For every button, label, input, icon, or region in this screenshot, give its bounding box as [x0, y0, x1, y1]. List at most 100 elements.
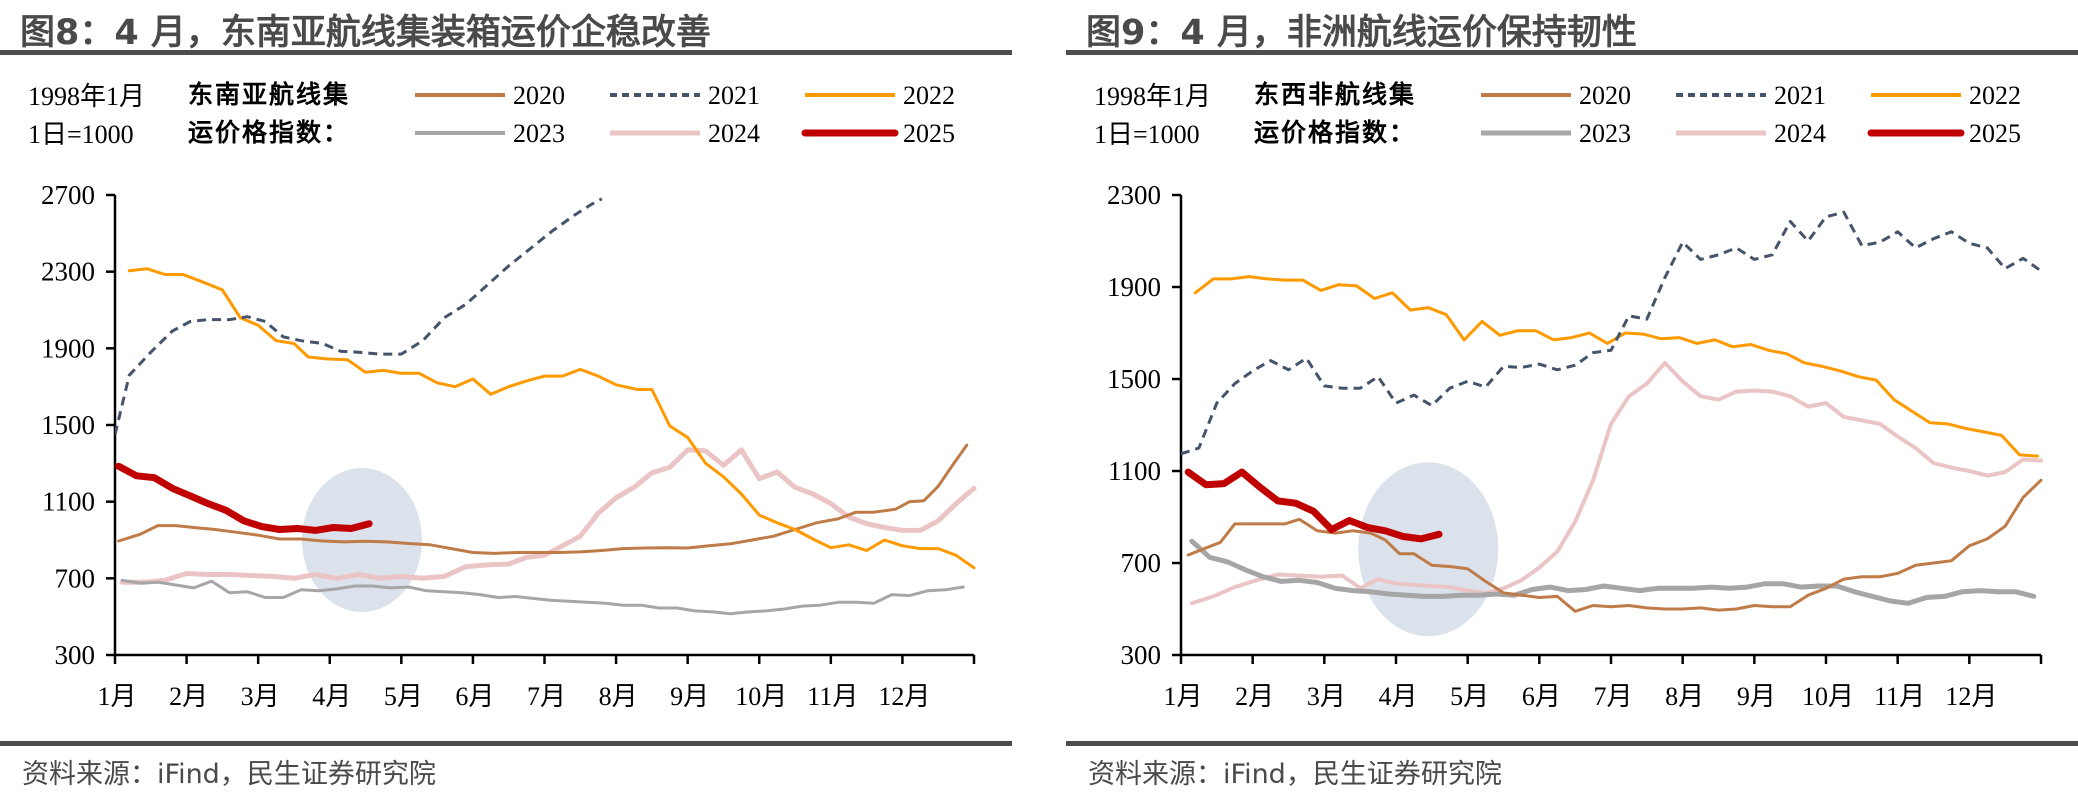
figure-9-panel: 图9：4 月，非洲航线运价保持韧性 1998年1月 1日=1000 东西非航线集 运价…	[1066, 0, 2078, 799]
index-name-text: 运价格指数：	[188, 118, 350, 147]
series-lines	[115, 197, 977, 616]
base-note-text: 1日=1000	[1094, 120, 1200, 149]
y-tick-label: 700	[55, 563, 96, 593]
legend-label-2020: 2020	[513, 81, 565, 110]
footer-rule	[0, 741, 1012, 746]
highlight-ellipse	[1358, 462, 1499, 637]
axes: 300 700 1100 1500 1900 2300 2700 1月 2月 3月 4月 5月 6月 7月…	[41, 180, 976, 711]
source-note: 资料来源：iFind，民生证券研究院	[1088, 759, 1502, 790]
title-rule	[1066, 50, 2078, 55]
figure-8-panel: 图8：4 月，东南亚航线集装箱运价企稳改善 1998年1月 1日=1000 东南亚航…	[0, 0, 1012, 799]
legend-item-2023: 2023	[415, 119, 565, 148]
legend-item-2020: 2020	[1481, 81, 1631, 110]
y-tick-label: 2700	[41, 180, 95, 210]
legend-label-2022: 2022	[903, 81, 955, 110]
index-name-text: 东南亚航线集	[188, 80, 350, 109]
series-line-2022	[1193, 275, 2039, 458]
y-tick-label: 2300	[1107, 180, 1161, 210]
figure-title: 图9：4 月，非洲航线运价保持韧性	[1086, 13, 1637, 53]
series-line-2024	[1189, 360, 2043, 606]
y-tick-label: 1100	[42, 487, 95, 517]
series-line-2022	[127, 267, 976, 570]
legend-item-2022: 2022	[1871, 81, 2021, 110]
series-line-2020	[117, 443, 969, 555]
y-tick-label: 300	[55, 640, 96, 670]
legend-item-2025: 2025	[801, 119, 955, 148]
legend-item-2025: 2025	[1867, 119, 2021, 148]
series-line-2020	[1186, 478, 2043, 613]
base-note-text: 1日=1000	[28, 120, 134, 149]
series-line-2023	[1189, 538, 2037, 606]
x-tick-label: 6月	[1522, 682, 1561, 711]
x-tick-label: 7月	[1593, 682, 1632, 711]
x-tick-label: 4月	[1378, 682, 1417, 711]
legend-label-2022: 2022	[1969, 81, 2021, 110]
legend-item-2023: 2023	[1481, 119, 1631, 148]
x-tick-label: 10月	[735, 682, 787, 711]
x-tick-label: 2月	[169, 682, 208, 711]
series-lines	[1181, 210, 2043, 613]
x-tick-label: 10月	[1802, 682, 1854, 711]
y-tick-label: 1500	[41, 410, 95, 440]
footer-rule	[1066, 741, 2078, 746]
x-tick-label: 8月	[1665, 682, 1704, 711]
series-line-2021	[115, 197, 603, 435]
legend-label-2024: 2024	[1774, 119, 1826, 148]
legend-label-2025: 2025	[903, 119, 955, 148]
series-line-2024	[119, 447, 977, 585]
series-line-2025	[1184, 468, 1443, 543]
legend-label-2024: 2024	[708, 119, 760, 148]
x-tick-label: 1月	[1163, 682, 1202, 711]
legend-label-2023: 2023	[513, 119, 565, 148]
legend-item-2020: 2020	[415, 81, 565, 110]
axes: 300 700 1100 1500 1900 2300 1月 2月 3月 4月 5月 6月 7月 8月 9月…	[1107, 180, 2043, 711]
y-tick-label: 300	[1121, 640, 1162, 670]
index-name-text: 运价格指数：	[1254, 118, 1416, 147]
x-tick-label: 11月	[1874, 682, 1925, 711]
x-tick-label: 2月	[1235, 682, 1274, 711]
x-tick-label: 7月	[527, 682, 566, 711]
base-note-text: 1998年1月	[1094, 82, 1211, 111]
legend-label-2021: 2021	[708, 81, 760, 110]
legend-item-2021: 2021	[1676, 81, 1826, 110]
y-tick-label: 1900	[41, 333, 95, 363]
legend-label-2023: 2023	[1579, 119, 1631, 148]
legend-item-2024: 2024	[610, 119, 760, 148]
x-tick-label: 12月	[1945, 682, 1997, 711]
x-tick-label: 11月	[807, 682, 858, 711]
series-line-2025	[115, 462, 373, 534]
x-tick-label: 12月	[878, 682, 930, 711]
y-tick-label: 1100	[1108, 456, 1161, 486]
base-note-text: 1998年1月	[28, 82, 145, 111]
legend-label-2021: 2021	[1774, 81, 1826, 110]
x-tick-label: 5月	[384, 682, 423, 711]
x-tick-label: 3月	[241, 682, 280, 711]
x-tick-label: 1月	[97, 682, 136, 711]
series-line-2021	[1181, 210, 2042, 456]
title-rule	[0, 50, 1012, 55]
y-tick-label: 1500	[1107, 364, 1161, 394]
x-tick-label: 4月	[312, 682, 351, 711]
y-tick-label: 1900	[1107, 272, 1161, 302]
y-tick-label: 700	[1121, 548, 1162, 578]
legend-label-2020: 2020	[1579, 81, 1631, 110]
x-tick-label: 9月	[1737, 682, 1776, 711]
legend-label-2025: 2025	[1969, 119, 2021, 148]
y-tick-label: 2300	[41, 257, 95, 287]
figure-title: 图8：4 月，东南亚航线集装箱运价企稳改善	[20, 13, 711, 53]
x-tick-label: 6月	[455, 682, 494, 711]
x-tick-label: 9月	[670, 682, 709, 711]
legend-item-2024: 2024	[1676, 119, 1826, 148]
source-note: 资料来源：iFind，民生证券研究院	[22, 759, 436, 790]
x-tick-label: 5月	[1450, 682, 1489, 711]
index-name-text: 东西非航线集	[1254, 80, 1416, 109]
series-line-2023	[120, 578, 965, 616]
legend-item-2022: 2022	[805, 81, 955, 110]
legend-item-2021: 2021	[610, 81, 760, 110]
x-tick-label: 8月	[599, 682, 638, 711]
x-tick-label: 3月	[1307, 682, 1346, 711]
